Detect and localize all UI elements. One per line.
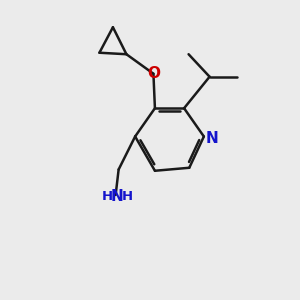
Text: O: O xyxy=(147,66,160,81)
Text: H: H xyxy=(122,190,133,203)
Text: N: N xyxy=(111,189,124,204)
Text: H: H xyxy=(102,190,113,203)
Text: N: N xyxy=(206,131,219,146)
